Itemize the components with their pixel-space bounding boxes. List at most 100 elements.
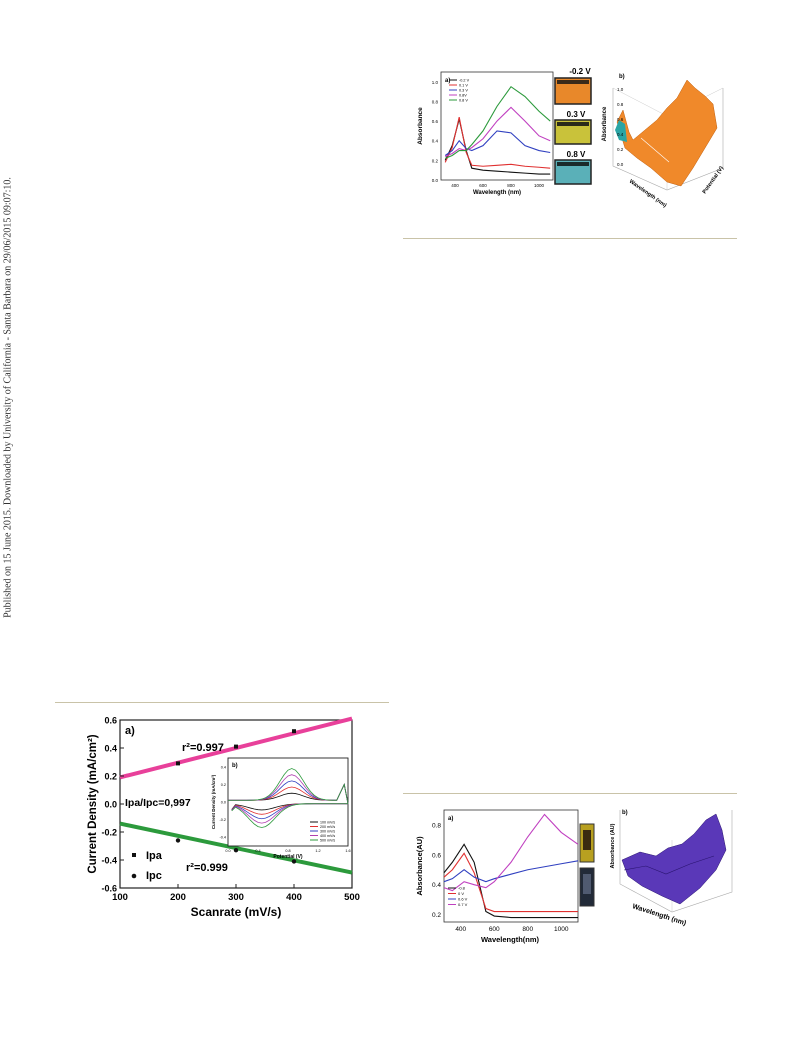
- mid-xtick-0: 100: [112, 892, 128, 903]
- mid-points: [175, 729, 297, 864]
- photo-2-top: [557, 122, 589, 126]
- bottom-a-legend-text-2: 0.6 V: [458, 897, 468, 902]
- ipc-point-0: [175, 838, 181, 843]
- legend-ipa: Ipa: [146, 850, 163, 862]
- bottom-a-xtick-3: 1000: [554, 926, 569, 933]
- mid-xtick-1: 200: [170, 892, 186, 903]
- panel-a-xtick-2: 800: [507, 183, 515, 188]
- panel-a-series-3: [444, 106, 551, 157]
- panel-b-zlabel: Absorbance: [602, 106, 608, 141]
- panel-a-series-2: [444, 130, 551, 156]
- panel-a-ytick-3: 0.6: [432, 119, 439, 124]
- panel-a-series-4: [444, 85, 551, 159]
- surface-orange: [616, 79, 718, 187]
- panel-a-xticks: 400 600 800 1000: [451, 183, 544, 188]
- bottom-a-yticks: 0.2 0.4 0.6 0.8: [432, 822, 441, 919]
- panel-a-ytick-5: 1.0: [432, 80, 439, 85]
- bottom-a-label: a): [448, 816, 453, 822]
- bottom-photo-2-inner: [583, 874, 591, 894]
- bottom-a-frame: [443, 809, 579, 923]
- inset-ytick-3: -0.2: [219, 818, 226, 822]
- figure-mid: a) 0.6 0.4 0.2 0.0 -0.2 -0.4 -0.6 100 200 300 400…: [82, 712, 372, 920]
- figure-top-svg: a) 0.0 0.2 0.4 0.6 0.8 1.0 400 600 800 1000 -0.2…: [417, 67, 725, 209]
- legend-ipc: Ipc: [146, 870, 162, 882]
- divider-bottom: [403, 793, 737, 794]
- inset-yticks: 0.4 0.2 0.0 -0.2 -0.4: [219, 765, 226, 839]
- panel-a-xtick-3: 1000: [534, 183, 545, 188]
- panel-b-label: b): [619, 74, 625, 80]
- panel-b-ztick-5: 1.0: [617, 87, 624, 92]
- legend-ipc-marker: [131, 873, 137, 879]
- mid-ylabel: Current Density (mA/cm²): [87, 734, 99, 873]
- photo-1-top: [557, 80, 589, 84]
- mid-ytick-4: -0.2: [101, 828, 117, 838]
- mid-ytick-2: 0.2: [104, 772, 117, 782]
- r2-bottom: r²=0.999: [186, 862, 228, 874]
- inset-xtick-2: 0.8: [285, 849, 290, 853]
- panel-a-ytick-1: 0.2: [432, 158, 439, 163]
- inset-frame: [227, 757, 349, 847]
- mid-xtick-4: 500: [344, 892, 360, 903]
- mid-label: a): [125, 725, 135, 737]
- bottom-a-xtick-2: 800: [522, 926, 533, 933]
- mid-xtick-3: 400: [286, 892, 302, 903]
- ratio-text: Ipa/Ipc=0,997: [125, 797, 191, 809]
- inset-legend-text-3: 400 mV/s: [320, 834, 335, 838]
- panel-a-legend-text-2: 0.3 V: [459, 89, 468, 93]
- bottom-b-zlabel: Absorbance (AU): [610, 823, 616, 868]
- bottom-a-ytick-2: 0.6: [432, 852, 441, 859]
- surface-teal: [615, 120, 627, 142]
- figure-bottom: a) 0.2 0.4 0.6 0.8 400 600 800 1000 -0.8 0 V 0.6…: [410, 800, 740, 950]
- ipa-point-2: [292, 729, 296, 734]
- legend-ipa-marker: [132, 853, 136, 857]
- panel-a-ytick-0: 0.0: [432, 178, 439, 183]
- ipc-point-2: [291, 859, 297, 864]
- mid-ytick-6: -0.6: [101, 884, 117, 894]
- inset-curves: [227, 768, 349, 828]
- figure-top: a) 0.0 0.2 0.4 0.6 0.8 1.0 400 600 800 1000 -0.2…: [405, 58, 735, 209]
- panel-a-ylabel: Absorbance: [417, 107, 424, 145]
- inset-curve-4: [227, 768, 349, 828]
- bottom-a-ytick-1: 0.4: [432, 882, 441, 889]
- panel-b-ztick-0: 0.0: [617, 162, 624, 167]
- inset-legend-text-4: 500 mV/s: [320, 839, 335, 843]
- surface-purple: [621, 813, 727, 905]
- mid-ytick-5: -0.4: [101, 856, 117, 866]
- panel-a-label: a): [445, 78, 450, 84]
- ipc-point-1: [233, 848, 239, 853]
- bottom-a-series-0: [443, 843, 578, 919]
- inset-xtick-1: 0.4: [255, 849, 260, 853]
- photo-2-label: 0.3 V: [567, 110, 586, 119]
- panel-a-xlabel: Wavelength (nm): [473, 190, 521, 196]
- bottom-a-xlabel: Wavelength(nm): [481, 935, 540, 944]
- bottom-photo-1-inner: [583, 830, 591, 850]
- bottom-a-legend-text-3: 0.7 V: [458, 902, 468, 907]
- panel-b-ztick-4: 0.8: [617, 102, 624, 107]
- inset-ytick-2: 0.0: [221, 801, 226, 805]
- bottom-a-legend: -0.80 V0.6 V0.7 V: [448, 886, 468, 907]
- inset: b) 0.4 0.2 0.0 -0.2 -0.4 0.0 0.4 0.8 1.2 1.6 100…: [211, 757, 351, 860]
- bottom-a-ytick-3: 0.8: [432, 822, 441, 829]
- inset-xtick-4: 1.6: [345, 849, 350, 853]
- panel-a-frame: [440, 71, 554, 181]
- bottom-b-label: b): [622, 810, 628, 816]
- photo-3-label: 0.8 V: [567, 150, 586, 159]
- panel-a-legend-text-4: 0.8 V: [459, 99, 468, 103]
- inset-ylabel: Current Density (mA/cm²): [211, 774, 216, 829]
- bottom-b-xlabel: Wavelength (nm): [631, 903, 687, 927]
- bottom-a-legend-text-0: -0.8: [458, 886, 466, 891]
- panel-a-legend: -0.2 V0.1 V0.3 V0.8V0.8 V: [449, 79, 470, 103]
- inset-xtick-0: 0.0: [225, 849, 230, 853]
- panel-a-xtick-0: 400: [451, 183, 459, 188]
- bottom-a-series-1: [443, 852, 578, 913]
- mid-ytick-0: 0.6: [104, 716, 117, 726]
- panel-b-ztick-2: 0.4: [617, 132, 624, 137]
- bottom-b-3d: b) Absorbance (AU) Wavelength (nm): [610, 810, 733, 927]
- panel-b-3d: b) Absorbance 0.0 0.2 0.4 0.6 0.8 1.0 Wavelen…: [602, 74, 725, 209]
- panel-b-ylabel: Potential (V): [702, 165, 725, 195]
- bottom-a-xticks: 400 600 800 1000: [455, 926, 569, 933]
- inset-xticks: 0.0 0.4 0.8 1.2 1.6: [225, 849, 350, 853]
- panel-a-yticks: 0.0 0.2 0.4 0.6 0.8 1.0: [432, 80, 439, 183]
- inset-ytick-1: 0.2: [221, 783, 226, 787]
